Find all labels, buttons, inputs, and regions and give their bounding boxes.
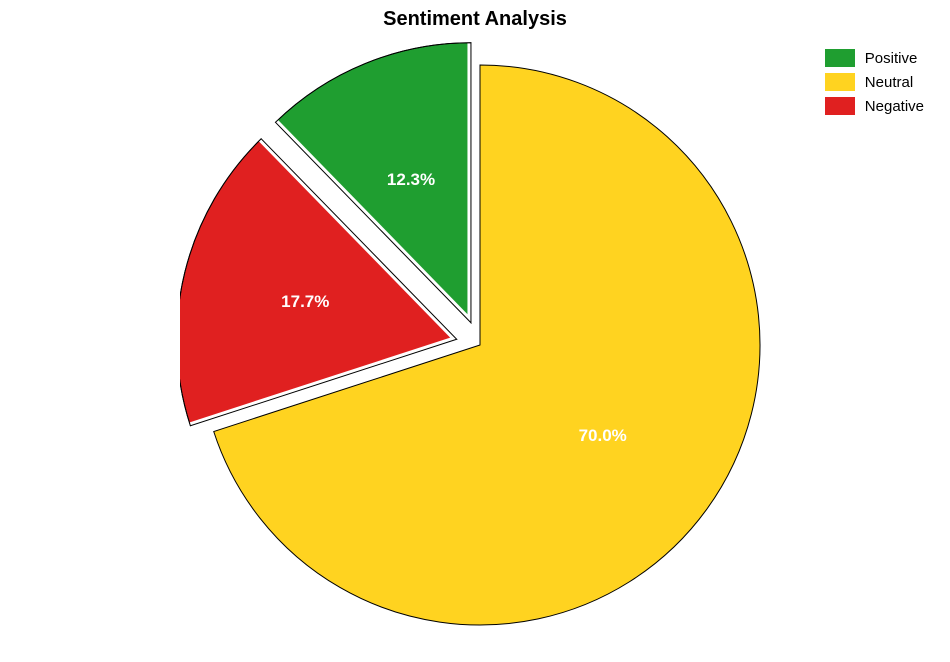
slice-label-neutral: 70.0% (579, 426, 627, 446)
slice-label-positive: 12.3% (387, 170, 435, 190)
slice-label-negative: 17.7% (281, 292, 329, 312)
legend-label: Positive (865, 50, 918, 67)
legend-item-negative: Negative (825, 96, 924, 116)
legend-swatch (825, 97, 855, 115)
chart-title: Sentiment Analysis (383, 8, 567, 31)
legend-label: Negative (865, 98, 924, 115)
legend-swatch (825, 73, 855, 91)
legend-item-positive: Positive (825, 48, 924, 68)
legend: Positive Neutral Negative (825, 48, 924, 120)
legend-label: Neutral (865, 74, 913, 91)
legend-item-neutral: Neutral (825, 72, 924, 92)
sentiment-pie-chart: Sentiment Analysis Positive Neutral Negati… (0, 0, 950, 662)
pie-canvas (180, 40, 780, 660)
legend-swatch (825, 49, 855, 67)
